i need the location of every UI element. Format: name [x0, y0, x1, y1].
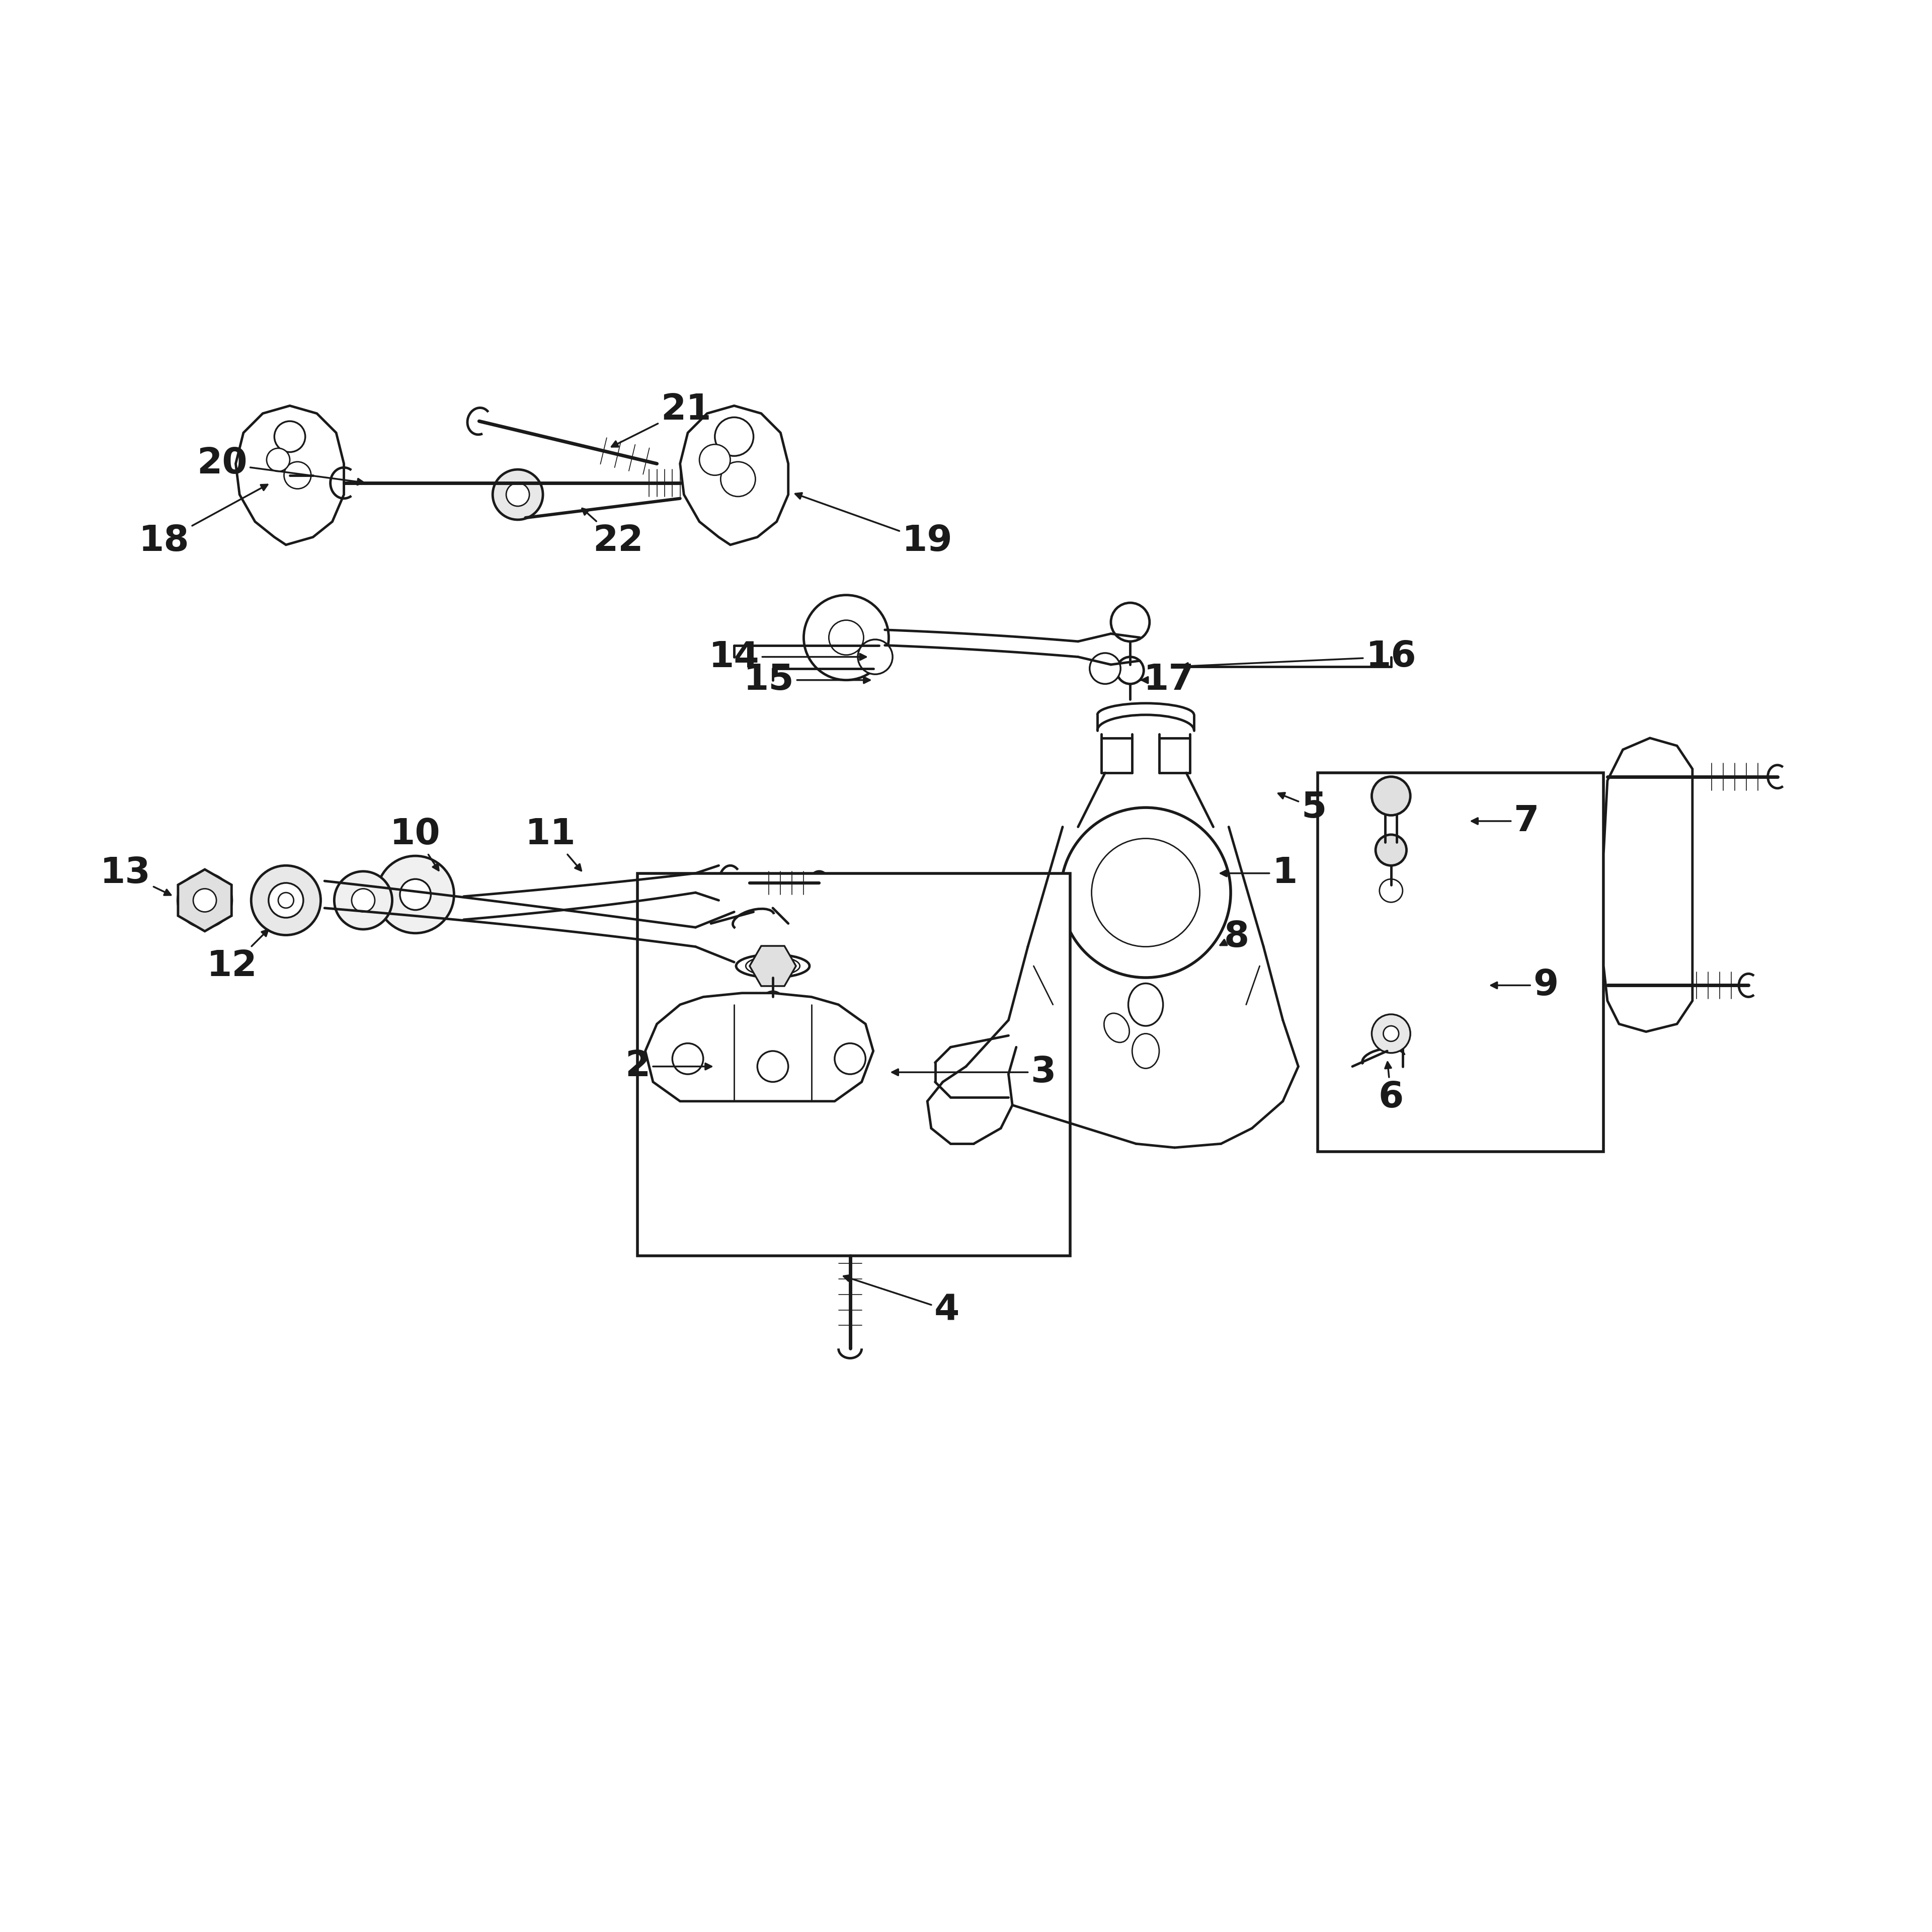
Text: 1: 1	[1221, 856, 1298, 891]
Circle shape	[178, 873, 232, 927]
Circle shape	[1092, 838, 1200, 947]
Text: 3: 3	[893, 1055, 1057, 1090]
Circle shape	[506, 483, 529, 506]
Polygon shape	[1604, 738, 1692, 1032]
Text: 17: 17	[1140, 663, 1194, 697]
Text: 9: 9	[1492, 968, 1559, 1003]
Circle shape	[858, 639, 893, 674]
Circle shape	[699, 444, 730, 475]
Circle shape	[721, 462, 755, 497]
Text: 5: 5	[1279, 790, 1327, 825]
Text: 10: 10	[390, 817, 440, 871]
Polygon shape	[645, 993, 873, 1101]
Circle shape	[274, 421, 305, 452]
Circle shape	[829, 620, 864, 655]
Text: 18: 18	[139, 485, 267, 558]
Circle shape	[672, 1043, 703, 1074]
Text: 2: 2	[624, 1049, 711, 1084]
Circle shape	[267, 448, 290, 471]
Circle shape	[1383, 1026, 1399, 1041]
Polygon shape	[178, 869, 232, 931]
Bar	[638, 873, 1070, 1256]
Text: 19: 19	[796, 493, 952, 558]
Circle shape	[377, 856, 454, 933]
Text: 7: 7	[1472, 804, 1540, 838]
Circle shape	[193, 889, 216, 912]
Circle shape	[400, 879, 431, 910]
Circle shape	[352, 889, 375, 912]
Text: 6: 6	[1378, 1063, 1405, 1115]
Circle shape	[1372, 777, 1410, 815]
Circle shape	[284, 462, 311, 489]
Text: 21: 21	[612, 392, 711, 446]
Polygon shape	[750, 947, 796, 985]
Circle shape	[1372, 1014, 1410, 1053]
Text: 13: 13	[100, 856, 170, 895]
Text: 22: 22	[582, 508, 643, 558]
Text: 20: 20	[197, 446, 363, 485]
Circle shape	[1090, 653, 1121, 684]
Text: 12: 12	[207, 929, 269, 983]
Circle shape	[251, 866, 321, 935]
Circle shape	[334, 871, 392, 929]
Polygon shape	[236, 406, 344, 545]
Circle shape	[757, 1051, 788, 1082]
Text: 14: 14	[709, 639, 866, 674]
Circle shape	[1117, 657, 1144, 684]
Text: 16: 16	[1182, 639, 1416, 674]
Text: 15: 15	[744, 663, 869, 697]
Circle shape	[1376, 835, 1406, 866]
Circle shape	[269, 883, 303, 918]
Bar	[1318, 773, 1604, 1151]
Polygon shape	[680, 406, 788, 545]
Circle shape	[835, 1043, 866, 1074]
Text: 4: 4	[844, 1275, 960, 1327]
Circle shape	[278, 893, 294, 908]
Circle shape	[715, 417, 753, 456]
Circle shape	[193, 889, 216, 912]
Text: 11: 11	[526, 817, 582, 871]
Circle shape	[1111, 603, 1150, 641]
Text: 8: 8	[1221, 920, 1250, 954]
Circle shape	[761, 991, 784, 1014]
Circle shape	[493, 469, 543, 520]
Circle shape	[1379, 879, 1403, 902]
Circle shape	[804, 595, 889, 680]
